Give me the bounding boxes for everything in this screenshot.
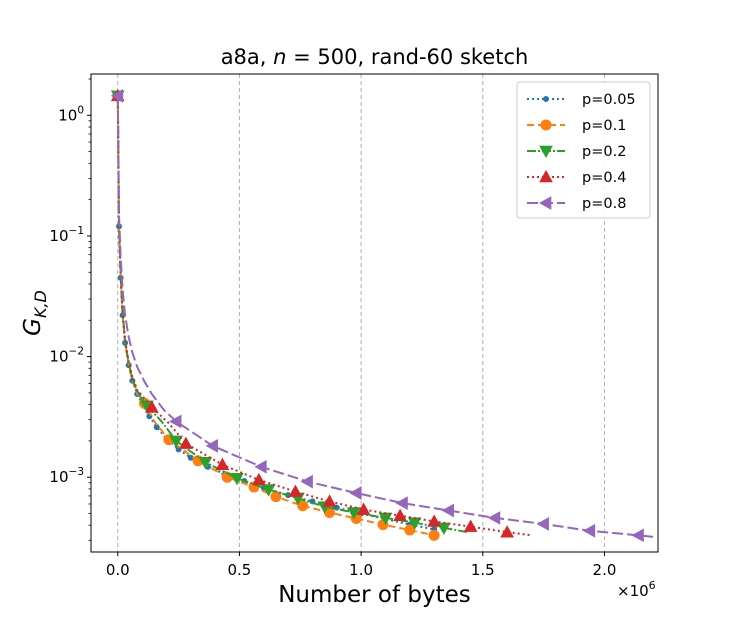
series-line xyxy=(116,95,435,531)
data-point xyxy=(215,457,230,471)
series-line xyxy=(116,95,532,537)
data-point xyxy=(153,424,160,431)
data-point xyxy=(261,484,276,497)
series-p=0.1 xyxy=(112,90,440,541)
series-layer xyxy=(110,88,654,543)
y-tick-label: 10−1 xyxy=(49,225,84,245)
series-line xyxy=(116,95,469,534)
legend-frame xyxy=(516,81,651,219)
legend-label: p=0.2 xyxy=(582,144,626,160)
legend-item: p=0.8 xyxy=(527,196,626,212)
x-tick-label: 1.0 xyxy=(349,561,373,579)
data-point xyxy=(288,484,303,497)
legend-marker xyxy=(543,96,549,102)
y-tick-label: 10−2 xyxy=(49,346,84,366)
x-tick-label: 0.5 xyxy=(228,561,252,579)
data-point xyxy=(536,517,549,531)
legend-label: p=0.4 xyxy=(582,170,626,186)
data-point xyxy=(254,459,267,474)
data-point xyxy=(582,523,596,538)
legend-label: p=0.1 xyxy=(582,118,626,134)
series-p=0.2 xyxy=(110,90,469,535)
data-point xyxy=(487,511,501,525)
data-point xyxy=(427,514,441,527)
legend-marker xyxy=(539,169,553,183)
data-point xyxy=(252,472,266,486)
data-point xyxy=(169,435,184,448)
data-point xyxy=(393,508,407,521)
data-point xyxy=(346,507,361,520)
x-tick-label: 0.0 xyxy=(106,561,130,579)
x-tick-label: 1.5 xyxy=(471,561,495,579)
series-p=0.4 xyxy=(110,88,532,538)
legend-item: p=0.4 xyxy=(527,169,626,186)
data-point xyxy=(205,439,218,453)
data-point xyxy=(110,88,124,103)
y-axis-label: GK,D xyxy=(20,290,50,336)
legend-label: p=0.05 xyxy=(582,92,636,108)
legend-item: p=0.1 xyxy=(527,118,626,134)
legend: p=0.05 p=0.1 p=0.2 p=0.4 p=0.8 xyxy=(516,81,651,219)
x-scale-label: ×106 xyxy=(617,579,656,600)
legend-item: p=0.05 xyxy=(527,92,636,108)
legend-item: p=0.2 xyxy=(527,144,626,160)
data-point xyxy=(322,494,337,507)
plot-frame xyxy=(90,73,659,553)
y-tick-label: 100 xyxy=(58,104,84,124)
x-tick-label: 2.0 xyxy=(593,561,617,579)
data-point xyxy=(198,456,213,470)
axis-ticks: 0.0 0.5 1.0 1.5 2.0 100 10−1 10−2 10−3 xyxy=(49,78,617,579)
legend-marker xyxy=(540,119,552,131)
data-point xyxy=(179,436,193,449)
data-point xyxy=(463,519,478,532)
data-point xyxy=(169,414,182,429)
series-p=0.05 xyxy=(114,92,438,533)
y-tick-label: 10−3 xyxy=(49,466,84,486)
data-point xyxy=(349,486,362,500)
data-point xyxy=(428,529,440,541)
data-point xyxy=(300,474,313,489)
data-point xyxy=(500,525,514,538)
data-point xyxy=(631,528,644,543)
legend-label: p=0.8 xyxy=(582,196,626,212)
data-point xyxy=(230,472,244,486)
data-point xyxy=(441,503,455,518)
data-point xyxy=(404,524,416,536)
series-line xyxy=(116,95,435,537)
data-point xyxy=(144,400,159,413)
legend-marker xyxy=(538,196,552,210)
x-axis-label: Number of bytes xyxy=(278,582,471,608)
legend-marker xyxy=(539,145,553,159)
series-p=0.8 xyxy=(110,88,654,543)
data-point xyxy=(395,496,408,510)
data-point xyxy=(356,502,371,515)
chart-title: a8a, n = 500, rand-60 sketch xyxy=(221,45,529,69)
